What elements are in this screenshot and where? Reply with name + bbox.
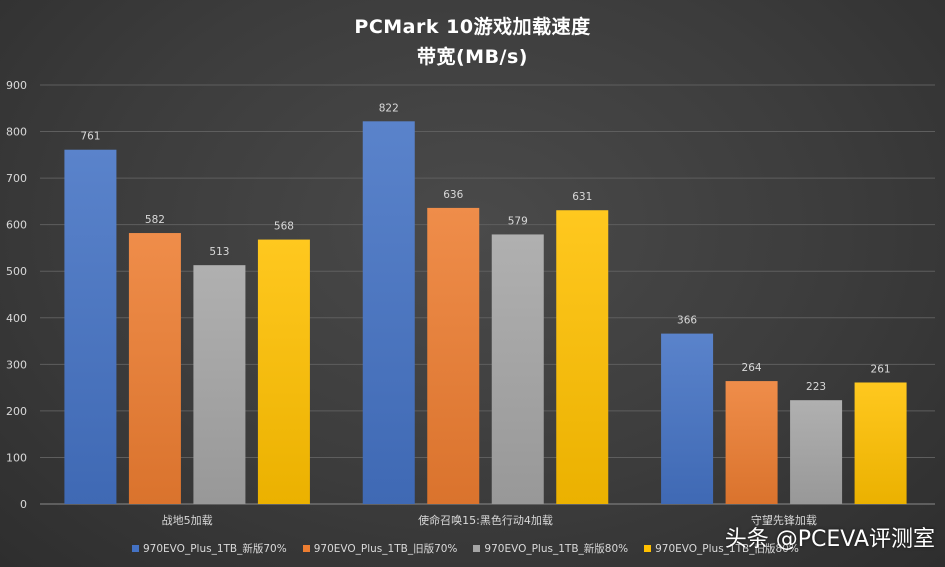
data-label: 264 [742, 362, 762, 374]
y-tick-label: 100 [6, 451, 27, 464]
chart-title: PCMark 10游戏加载速度 [354, 16, 591, 38]
legend-swatch [132, 545, 139, 552]
legend-item: 970EVO_Plus_1TB_旧版70% [302, 541, 458, 556]
x-tick-label: 守望先锋加载 [751, 513, 817, 527]
legend-swatch [644, 545, 652, 552]
legend-item: 970EVO_Plus_1TB_新版70% [132, 541, 287, 556]
y-tick-label: 400 [6, 312, 27, 325]
bar [790, 400, 843, 504]
bar [661, 333, 714, 504]
data-label: 513 [209, 246, 229, 258]
legend-label: 970EVO_Plus_1TB_旧版80% [655, 543, 799, 555]
y-tick-label: 0 [20, 498, 27, 511]
data-label: 636 [443, 189, 463, 201]
y-tick-label: 900 [6, 79, 27, 92]
data-label: 761 [80, 131, 100, 143]
y-tick-label: 700 [6, 172, 27, 185]
x-tick-label: 使命召唤15:黑色行动4加载 [418, 513, 553, 527]
y-tick-label: 600 [6, 219, 27, 232]
data-label: 223 [806, 381, 826, 393]
y-tick-label: 300 [6, 358, 27, 371]
data-label: 261 [871, 363, 891, 375]
data-label: 568 [274, 221, 294, 233]
bar [128, 233, 181, 504]
bar [362, 121, 415, 505]
bar [491, 234, 544, 504]
x-tick-label: 战地5加载 [162, 514, 213, 527]
legend-item: 970EVO_Plus_1TB_旧版80% [644, 541, 799, 556]
legend-swatch [473, 545, 481, 552]
legend-label: 970EVO_Plus_1TB_旧版70% [313, 543, 458, 555]
legend-label: 970EVO_Plus_1TB_新版70% [143, 543, 287, 555]
bar [257, 239, 310, 504]
legend-item: 970EVO_Plus_1TB_新版80% [473, 541, 628, 556]
watermark: 头条 @PCEVA评测室 [724, 527, 935, 552]
data-label: 631 [572, 191, 592, 203]
legend-swatch [302, 545, 310, 552]
bar [427, 207, 480, 504]
chart-legend: 970EVO_Plus_1TB_新版70% 970EVO_Plus_1TB_旧版7… [132, 541, 799, 556]
bar [556, 210, 609, 505]
bar [193, 265, 246, 504]
chart-subtitle: 带宽(MB/s) [416, 46, 528, 68]
data-label: 582 [145, 214, 165, 226]
data-label: 579 [508, 215, 528, 227]
data-label: 366 [677, 315, 697, 327]
bar [64, 149, 117, 504]
bar [854, 382, 907, 504]
bar [725, 381, 778, 504]
y-tick-label: 200 [6, 405, 27, 418]
data-label: 822 [379, 102, 399, 114]
y-tick-label: 500 [6, 265, 27, 278]
legend-label: 970EVO_Plus_1TB_新版80% [484, 543, 629, 555]
y-tick-label: 800 [6, 126, 27, 139]
